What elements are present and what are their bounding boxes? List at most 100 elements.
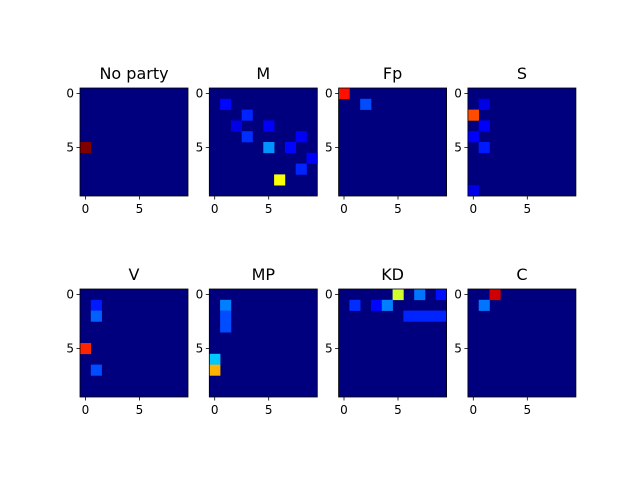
y-tick-label: 5 (66, 342, 74, 356)
heatmap-cell (274, 174, 286, 186)
heatmap-cell (360, 98, 372, 110)
y-tick-label: 5 (454, 342, 462, 356)
x-tick-label: 5 (523, 202, 531, 216)
x-tick-label: 0 (211, 202, 219, 216)
y-tick-label: 5 (325, 141, 333, 155)
y-tick-label: 5 (454, 141, 462, 155)
axes-frame (79, 87, 189, 197)
heatmap-cell (467, 185, 479, 197)
axes-frame (79, 288, 189, 398)
x-tick-label: 5 (394, 202, 402, 216)
panel-title: C (516, 265, 527, 284)
heatmap-cell (209, 353, 221, 365)
y-tick-label: 5 (66, 141, 74, 155)
panel-v: V 0 5 0 5 (66, 265, 189, 417)
y-tick-label: 0 (325, 87, 333, 101)
y-tick-label: 5 (196, 342, 204, 356)
heatmap-cell (381, 299, 393, 311)
y-tick-label: 0 (325, 288, 333, 302)
x-tick-label: 5 (523, 403, 531, 417)
heatmap-cell (478, 299, 490, 311)
panel-title: No party (99, 64, 168, 83)
heatmap-cell (220, 299, 232, 311)
heatmap-cell (80, 142, 92, 154)
x-tick-label: 0 (82, 403, 90, 417)
x-tick-label: 5 (265, 403, 273, 417)
heatmap-cell (392, 289, 404, 301)
axes-frame (338, 87, 448, 197)
heatmap-cell (478, 120, 490, 132)
axes-frame (208, 288, 318, 398)
panel-fp: Fp 0 5 0 5 (325, 64, 448, 216)
heatmap-cell (284, 142, 296, 154)
panel-title: M (256, 64, 270, 83)
x-tick-label: 0 (340, 202, 348, 216)
heatmap-cell (209, 364, 221, 376)
x-tick-label: 0 (211, 403, 219, 417)
axes-frame (208, 87, 318, 197)
x-tick-label: 5 (265, 202, 273, 216)
heatmap-cell (263, 142, 275, 154)
heatmap-background (338, 88, 447, 196)
heatmap-cell (414, 310, 426, 322)
heatmap-cell (478, 142, 490, 154)
heatmap-cell (241, 109, 253, 121)
panel-mp: MP 0 5 0 5 (196, 265, 318, 417)
panel-s: S 0 5 0 5 (454, 64, 577, 216)
heatmap-cell (230, 120, 242, 132)
heatmap-background (80, 88, 188, 196)
panel-no-party: No party 0 5 0 5 (66, 64, 189, 216)
heatmap-cell (263, 120, 275, 132)
axes-frame (338, 288, 448, 398)
y-tick-label: 0 (66, 288, 74, 302)
heatmap-cell (90, 364, 102, 376)
heatmap-cell (467, 109, 479, 121)
heatmap-cell (295, 131, 307, 143)
panel-title: S (517, 64, 527, 83)
heatmap-cell (90, 299, 102, 311)
panel-title: V (129, 265, 140, 284)
axes-frame (467, 87, 577, 197)
panel-kd: KD 0 5 0 5 (325, 265, 448, 417)
y-tick-label: 0 (454, 87, 462, 101)
heatmap-cell (478, 98, 490, 110)
heatmap-cell (90, 310, 102, 322)
heatmap-cell (467, 131, 479, 143)
heatmap-cell (371, 299, 383, 311)
panel-title: MP (252, 265, 276, 284)
heatmap-cell (338, 88, 350, 100)
heatmap-cell (435, 289, 447, 301)
heatmap-cell (403, 310, 415, 322)
y-tick-label: 0 (66, 87, 74, 101)
y-tick-label: 0 (196, 87, 204, 101)
y-tick-label: 5 (196, 141, 204, 155)
heatmap-cell (220, 321, 232, 333)
heatmap-cell (435, 310, 447, 322)
axes-frame (467, 288, 577, 398)
panel-title: Fp (383, 64, 402, 83)
x-tick-label: 0 (469, 403, 477, 417)
y-tick-label: 0 (454, 288, 462, 302)
heatmap-cell (489, 289, 501, 301)
heatmap-cell (414, 289, 426, 301)
x-tick-label: 0 (82, 202, 90, 216)
y-tick-label: 0 (196, 288, 204, 302)
heatmap-cell (80, 343, 92, 355)
x-tick-label: 0 (340, 403, 348, 417)
x-tick-label: 5 (394, 403, 402, 417)
heatmap-cell (295, 163, 307, 175)
heatmap-cell (241, 131, 253, 143)
x-tick-label: 0 (469, 202, 477, 216)
heatmap-cell (306, 152, 318, 164)
x-tick-label: 5 (136, 202, 144, 216)
panel-c: C 0 5 0 5 (454, 265, 577, 417)
heatmap-cell (425, 310, 437, 322)
heatmap-cell (220, 98, 232, 110)
x-tick-label: 5 (136, 403, 144, 417)
heatmap-cell (220, 310, 232, 322)
panel-title: KD (381, 265, 404, 284)
y-tick-label: 5 (325, 342, 333, 356)
panel-m: M 0 5 0 5 (196, 64, 318, 216)
heatmap-cell (349, 299, 361, 311)
